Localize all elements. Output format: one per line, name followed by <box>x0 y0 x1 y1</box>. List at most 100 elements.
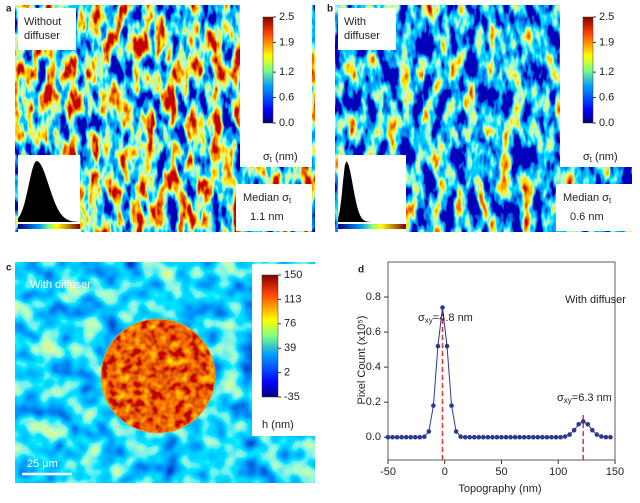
colorbar-tick-label: 76 <box>284 318 296 330</box>
data-point <box>408 434 414 440</box>
data-point <box>549 434 554 440</box>
annotation: Median σt <box>563 192 612 205</box>
data-point <box>521 434 527 440</box>
colorbar <box>261 274 279 398</box>
data-point <box>444 343 450 349</box>
colorbar-tick-label: -35 <box>284 391 300 403</box>
data-point <box>530 434 536 440</box>
data-point <box>571 427 577 433</box>
colorbar-label-rest: (nm) <box>595 151 618 163</box>
annotation-sub: t <box>289 196 292 205</box>
data-point <box>394 434 400 440</box>
data-point <box>503 434 509 440</box>
x-tick-label: 150 <box>606 466 624 478</box>
data-point <box>412 434 418 440</box>
data-point <box>440 305 445 310</box>
colorbar-label: σt (nm) <box>583 151 618 164</box>
panel-letter: b <box>327 4 333 15</box>
data-point <box>385 434 391 440</box>
data-point <box>422 434 427 439</box>
panel-letter: a <box>6 4 12 15</box>
data-point <box>485 434 491 440</box>
data-point <box>535 434 541 440</box>
data-point <box>453 429 459 434</box>
data-point <box>462 434 468 440</box>
peak-annotation-main: σ <box>557 392 564 404</box>
data-point <box>458 434 463 439</box>
data-point <box>558 434 563 440</box>
y-tick-label: 0.0 <box>366 431 381 443</box>
colorbar <box>262 16 274 124</box>
colorbar-label-main: σ <box>263 151 270 163</box>
colorbar-tick-label: 1.9 <box>279 36 294 48</box>
data-point <box>431 403 436 408</box>
peak-annotation-rest: =4.8 nm <box>433 312 473 324</box>
data-point <box>526 434 532 440</box>
data-point <box>590 427 595 433</box>
data-point <box>494 434 500 440</box>
data-point <box>608 434 613 440</box>
data-point <box>467 434 473 440</box>
panel-letter: c <box>6 263 12 274</box>
series-line <box>388 307 611 438</box>
panel-label: diffuser <box>344 30 380 42</box>
colorbar-label-rest: (nm) <box>275 151 298 163</box>
panel-label: With <box>344 16 366 28</box>
x-tick-label: 0 <box>442 466 448 478</box>
data-point <box>512 434 518 440</box>
colorbar-tick-label: 1.2 <box>599 66 614 78</box>
annotation-value: 1.1 nm <box>250 211 284 223</box>
histogram <box>338 161 406 222</box>
data-point <box>567 432 572 437</box>
data-point <box>603 434 609 440</box>
x-tick-label: 50 <box>495 466 507 478</box>
data-point <box>399 434 404 440</box>
colorbar-tick-label: 1.2 <box>279 66 294 78</box>
colorbar-tick-label: 0.0 <box>599 117 614 129</box>
colorbar-tick-label: 1.9 <box>599 36 614 48</box>
peak-annotation-sub: xy <box>564 396 572 405</box>
data-point <box>553 434 559 440</box>
histogram <box>18 161 80 222</box>
label-box <box>18 8 76 50</box>
data-point <box>449 403 454 408</box>
colorbar-tick-label: 2.5 <box>599 11 614 23</box>
plot-label: With diffuser <box>565 294 626 306</box>
annotation-value: 0.6 nm <box>570 211 604 223</box>
colorbar-label-sub: t <box>590 155 593 164</box>
annotation-box <box>236 184 312 231</box>
data-point <box>508 434 513 440</box>
data-point <box>585 421 591 427</box>
data-point <box>576 421 581 427</box>
histogram-colorbar <box>18 224 80 229</box>
panel-label: diffuser <box>24 30 60 42</box>
data-point <box>499 434 504 440</box>
data-point <box>544 434 550 440</box>
data-point <box>562 434 568 439</box>
y-tick-label: 0.8 <box>366 291 381 303</box>
colorbar-tick-label: 150 <box>284 269 302 281</box>
data-point <box>599 434 604 439</box>
y-tick-label: 0.2 <box>366 396 381 408</box>
colorbar-tick-label: 0.0 <box>279 117 294 129</box>
colorbar-label: σt (nm) <box>263 151 298 164</box>
peak-annotation: σxy=6.3 nm <box>557 392 612 405</box>
data-point <box>517 434 522 440</box>
data-point <box>594 432 600 437</box>
peak-annotation-rest: =6.3 nm <box>572 392 612 404</box>
data-point <box>580 419 586 424</box>
data-point <box>426 429 432 434</box>
data-point <box>417 434 423 440</box>
x-axis-label: Topography (nm) <box>458 483 541 495</box>
data-point <box>435 343 441 349</box>
data-point <box>540 434 545 440</box>
annotation-sub: t <box>609 196 612 205</box>
y-axis-label: Pixel Count (x10⁵) <box>356 316 368 405</box>
data-point <box>476 434 482 440</box>
colorbar-tick-label: 2.5 <box>279 11 294 23</box>
plot-frame <box>387 261 616 461</box>
x-tick-label: -50 <box>380 466 396 478</box>
